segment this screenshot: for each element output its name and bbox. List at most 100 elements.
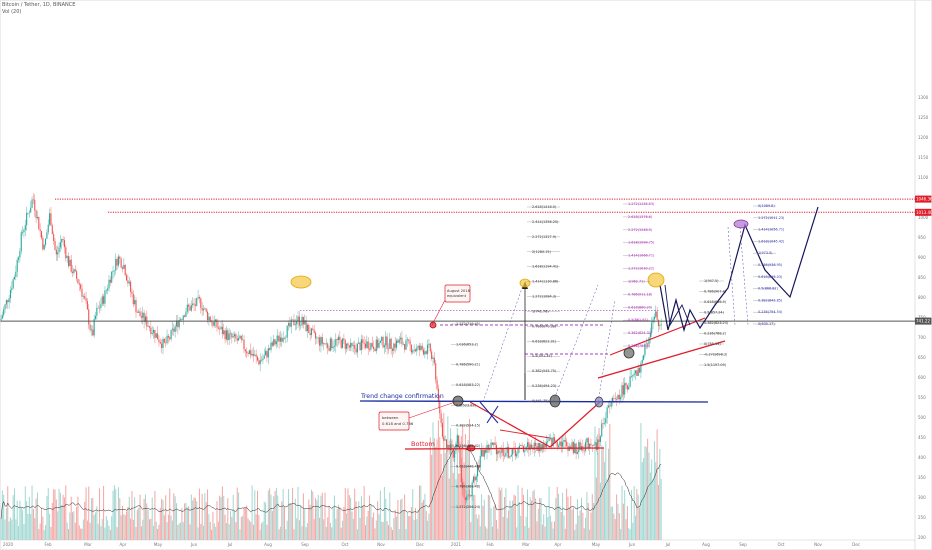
fib-label-mid: 0.382(524.15) bbox=[456, 424, 481, 428]
volume-bar bbox=[207, 489, 209, 540]
candle-body bbox=[474, 476, 476, 481]
price-tick-label: 550 bbox=[918, 395, 926, 400]
candle-body bbox=[18, 257, 20, 260]
volume-bar bbox=[389, 492, 391, 540]
candle-body bbox=[84, 296, 86, 299]
candle-body bbox=[167, 335, 169, 338]
candle-body bbox=[517, 448, 519, 454]
volume-bar bbox=[659, 448, 661, 540]
volume-bar bbox=[266, 524, 268, 540]
candle-body bbox=[632, 375, 634, 377]
volume-bar bbox=[262, 521, 264, 540]
volume-bar bbox=[50, 526, 52, 540]
time-tick-label: Mar bbox=[522, 542, 530, 547]
candle-body bbox=[397, 340, 399, 343]
volume-bar bbox=[624, 490, 626, 540]
fib-label-left: 0.382(545.75) bbox=[532, 369, 557, 373]
candle-body bbox=[293, 319, 295, 326]
candle-body bbox=[88, 309, 90, 325]
candle-body bbox=[428, 343, 430, 345]
volume-bar bbox=[639, 508, 641, 540]
volume-bar bbox=[147, 509, 149, 540]
candle-body bbox=[358, 342, 360, 344]
time-tick-label: Sep bbox=[301, 542, 309, 547]
time-tick-label: Apr bbox=[555, 542, 562, 547]
volume-bar bbox=[68, 529, 69, 540]
candle-body bbox=[62, 239, 64, 241]
volume-bar bbox=[581, 497, 582, 540]
candle-body bbox=[113, 270, 115, 272]
candle-body bbox=[76, 271, 78, 279]
candle-body bbox=[55, 249, 57, 255]
volume-bar bbox=[382, 521, 384, 540]
projection-path bbox=[664, 284, 691, 327]
volume-bar bbox=[19, 500, 21, 540]
candle-body bbox=[112, 270, 114, 272]
candle-body bbox=[74, 269, 76, 272]
volume-bar bbox=[500, 490, 501, 540]
volume-bar bbox=[316, 500, 318, 540]
volume-bar bbox=[85, 487, 87, 540]
candle-body bbox=[4, 304, 6, 310]
volume-bar bbox=[88, 486, 90, 540]
volume-bar bbox=[579, 510, 581, 540]
volume-bar bbox=[84, 501, 86, 540]
volume-bar bbox=[306, 523, 308, 540]
volume-bar bbox=[111, 516, 113, 540]
fib-label-left: 0(441.75) bbox=[532, 399, 549, 403]
volume-bar bbox=[533, 489, 535, 540]
volume-bar bbox=[146, 503, 148, 540]
candle-body bbox=[115, 258, 117, 271]
volume-bar bbox=[90, 498, 92, 540]
fib-label-black: -0.272(698.3) bbox=[704, 353, 728, 357]
volume-bar bbox=[3, 494, 5, 540]
candle-body bbox=[329, 338, 331, 351]
volume-bar bbox=[157, 528, 159, 540]
candle-body bbox=[177, 320, 179, 328]
volume-bar bbox=[501, 487, 503, 540]
volume-bar bbox=[489, 495, 491, 540]
volume-bar bbox=[578, 515, 580, 540]
fib-label-black: 1(947.5) bbox=[704, 279, 719, 283]
volume-bar bbox=[166, 522, 168, 540]
volume-bar bbox=[41, 508, 42, 540]
fib-label-mid: 0.236(482.42) bbox=[456, 444, 481, 448]
fib-guide-line bbox=[739, 226, 749, 326]
price-tick-label: 600 bbox=[918, 375, 926, 380]
volume-bar bbox=[593, 503, 595, 540]
volume-bar bbox=[279, 526, 281, 540]
volume-bar bbox=[15, 519, 17, 540]
fib-label-black: 1.5(1197.09) bbox=[704, 363, 727, 367]
candle-body bbox=[22, 232, 24, 233]
candle-body bbox=[236, 338, 238, 341]
fib-label-black: 0.786(907.4) bbox=[704, 290, 727, 294]
volume-bar bbox=[201, 493, 203, 540]
blue-wedge-line bbox=[486, 405, 499, 424]
candle-body bbox=[277, 335, 279, 342]
time-tick-label: Jun bbox=[190, 542, 198, 547]
candle-body bbox=[367, 341, 369, 349]
candle-body bbox=[150, 327, 152, 334]
volume-bar bbox=[32, 508, 34, 540]
volume-bar bbox=[648, 452, 650, 540]
candle-body bbox=[93, 319, 95, 336]
candle-body bbox=[455, 443, 457, 451]
volume-bar bbox=[77, 496, 79, 540]
volume-bar bbox=[421, 502, 423, 540]
volume-bar bbox=[641, 462, 643, 540]
volume-bar bbox=[617, 503, 619, 540]
volume-bar bbox=[398, 529, 400, 540]
candle-body bbox=[231, 333, 233, 338]
candle-body bbox=[170, 329, 172, 340]
candle-body bbox=[533, 442, 535, 450]
volume-bar bbox=[181, 508, 183, 540]
price-label-box bbox=[915, 195, 932, 203]
volume-bar bbox=[555, 498, 557, 540]
price-tick-label: 1300 bbox=[918, 95, 929, 100]
candle-body bbox=[601, 423, 603, 437]
candle-body bbox=[475, 476, 477, 481]
volume-bar bbox=[513, 494, 515, 540]
candle-body bbox=[346, 343, 348, 349]
volume-bar bbox=[446, 450, 447, 540]
